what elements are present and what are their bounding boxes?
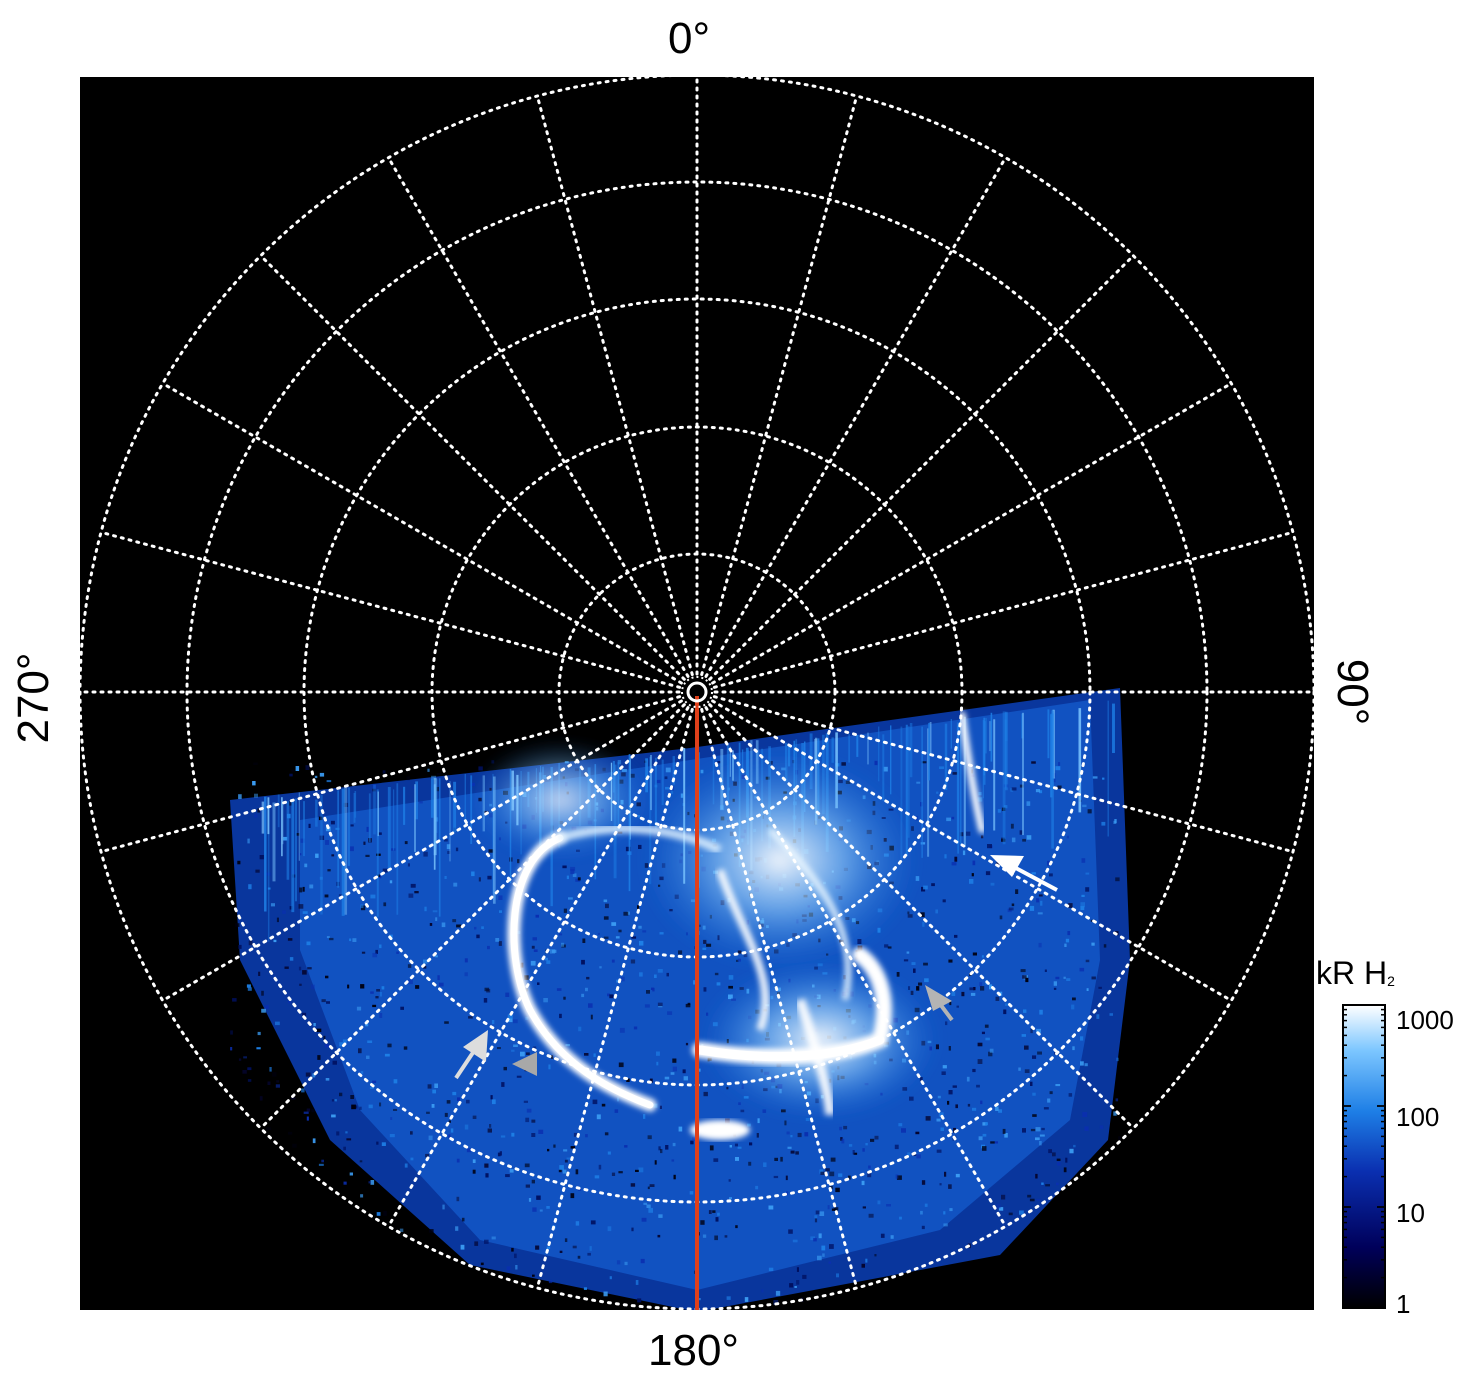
longitude-line [708, 703, 1135, 1130]
arrow-white-icon [990, 855, 1058, 892]
colorbar-title-main: kR H [1316, 955, 1388, 991]
colorbar-title: kR H2 [1316, 955, 1395, 999]
colorbar [1342, 1004, 1386, 1309]
aurora-bright-spot [690, 1120, 750, 1140]
longitude-line [708, 254, 1135, 681]
longitude-line [387, 156, 690, 678]
longitude-line [259, 703, 686, 1130]
longitude-line [712, 695, 1295, 854]
aurora-upper-arc [558, 824, 723, 855]
arrow-gray-icon [512, 1052, 537, 1076]
longitude-line [704, 706, 1007, 1228]
longitude-line [535, 94, 694, 677]
aurora-right-feature [958, 711, 986, 834]
longitude-line [712, 530, 1295, 689]
pole-ring [681, 676, 713, 708]
arrow-gray-icon [925, 985, 954, 1022]
aurora-emission [230, 688, 1130, 1310]
colorbar-tick-label: 1000 [1396, 1005, 1454, 1035]
aurora-filament [795, 998, 835, 1116]
angle-label-180: 180° [648, 1326, 740, 1375]
longitude-line [161, 382, 683, 685]
colorbar-tick-label: 1 [1396, 1289, 1411, 1319]
angle-label-270: 270° [9, 652, 58, 744]
angle-label-0: 0° [668, 14, 711, 63]
longitude-line [161, 699, 683, 1002]
colorbar-tick-label: 10 [1396, 1198, 1425, 1228]
longitude-line [711, 382, 1233, 685]
colorbar-tick-marks [1343, 1004, 1385, 1309]
pole-marker [686, 681, 708, 703]
longitude-line [711, 699, 1233, 1002]
angle-label-90: 90° [1328, 658, 1377, 726]
arrow-white-icon [454, 1030, 488, 1080]
colorbar-scale [1342, 1004, 1386, 1309]
colorbar-title-sub: 2 [1387, 973, 1395, 989]
colorbar-tick-label: 100 [1396, 1102, 1440, 1132]
aurora-main-oval-core [510, 834, 654, 1109]
longitude-line [704, 156, 1007, 678]
aurora-bright-region [640, 750, 920, 970]
aurora-bright-region [700, 960, 940, 1120]
longitude-line [700, 707, 859, 1290]
longitude-line [259, 254, 686, 681]
longitude-line [99, 530, 682, 689]
longitude-line [535, 707, 694, 1290]
longitude-line [700, 94, 859, 677]
longitude-line [387, 706, 690, 1228]
longitude-line [99, 695, 682, 854]
aurora-filament [716, 868, 770, 1032]
